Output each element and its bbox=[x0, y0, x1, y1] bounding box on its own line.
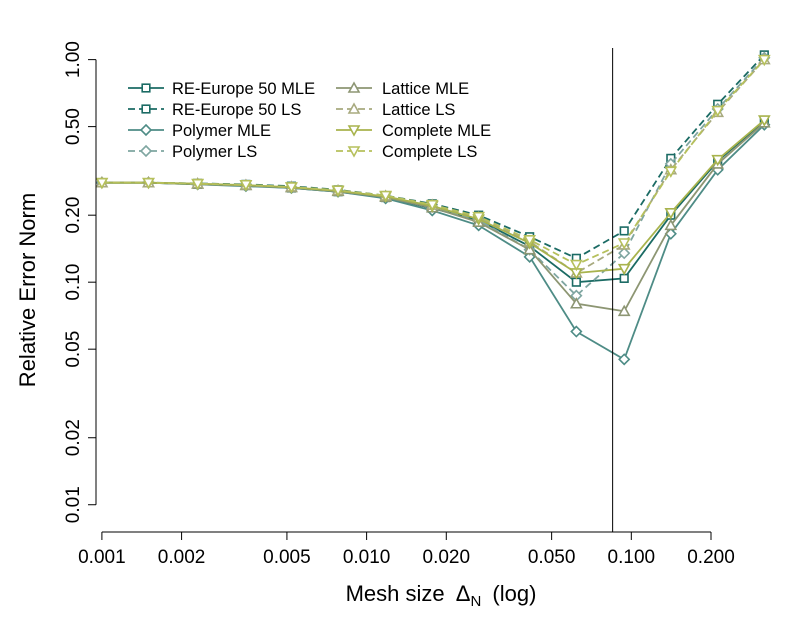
y-tick-label: 0.50 bbox=[63, 108, 84, 145]
data-point bbox=[331, 185, 345, 197]
y-tick-label: 0.02 bbox=[63, 419, 84, 456]
legend-marker bbox=[139, 144, 153, 158]
legend-item: Complete LS bbox=[336, 143, 477, 161]
x-tick-label: 0.002 bbox=[158, 547, 206, 568]
data-point bbox=[757, 115, 771, 127]
legend-marker bbox=[347, 146, 361, 158]
y-tick-label: 0.01 bbox=[63, 486, 84, 523]
legend-label: Lattice LS bbox=[382, 101, 455, 119]
legend-label: RE-Europe 50 LS bbox=[172, 101, 301, 119]
legend-item: Complete MLE bbox=[336, 122, 491, 140]
x-tick-label: 0.020 bbox=[423, 547, 471, 568]
data-point bbox=[664, 207, 678, 220]
y-axis-label: Relative Error Norm bbox=[15, 193, 40, 387]
data-point bbox=[472, 211, 486, 224]
data-point bbox=[425, 199, 439, 212]
legend-label: Lattice MLE bbox=[382, 80, 469, 98]
data-point bbox=[618, 353, 631, 366]
data-point bbox=[619, 273, 629, 283]
series-group bbox=[95, 50, 771, 366]
legend-label: Polymer MLE bbox=[172, 122, 271, 140]
x-axis-label-text: Mesh size bbox=[346, 581, 445, 606]
legend-label: Complete LS bbox=[382, 143, 477, 161]
data-point bbox=[711, 105, 725, 118]
legend-item: Lattice LS bbox=[336, 101, 455, 119]
data-point bbox=[191, 178, 205, 191]
data-point bbox=[617, 304, 631, 317]
series-complete-ls bbox=[95, 54, 771, 272]
data-point bbox=[757, 54, 771, 67]
data-point bbox=[619, 226, 629, 236]
data-point bbox=[569, 297, 583, 309]
x-tick-label: 0.001 bbox=[78, 547, 126, 568]
data-point bbox=[570, 325, 583, 338]
legend-marker bbox=[347, 102, 361, 114]
y-tick-label: 0.10 bbox=[63, 264, 84, 301]
x-axis-label-symbol: Δ bbox=[456, 581, 471, 606]
data-point bbox=[569, 259, 583, 272]
legend-label: Polymer LS bbox=[172, 143, 257, 161]
data-point bbox=[239, 179, 253, 192]
x-tick-label: 0.005 bbox=[263, 547, 311, 568]
legend-marker bbox=[141, 83, 151, 93]
legend-item: Polymer MLE bbox=[128, 122, 271, 140]
legend-item: Polymer LS bbox=[128, 143, 257, 161]
legend-marker bbox=[347, 81, 361, 93]
legend-marker bbox=[141, 104, 151, 114]
data-point bbox=[711, 154, 725, 167]
data-point bbox=[617, 263, 631, 276]
data-point bbox=[617, 238, 631, 250]
y-tick-label: 0.05 bbox=[63, 331, 84, 368]
legend-item: RE-Europe 50 MLE bbox=[128, 80, 315, 98]
legend: RE-Europe 50 MLE RE-Europe 50 LS Polymer M… bbox=[128, 80, 491, 161]
x-tick-label: 0.010 bbox=[343, 547, 391, 568]
legend-label: Complete MLE bbox=[382, 122, 491, 140]
data-point bbox=[664, 166, 678, 178]
legend-marker bbox=[347, 125, 361, 137]
data-point bbox=[285, 182, 298, 194]
x-tick-label: 0.050 bbox=[528, 547, 576, 568]
legend-marker bbox=[139, 123, 153, 137]
x-axis-label-suffix: (log) bbox=[492, 581, 536, 606]
legend-item: Lattice MLE bbox=[336, 80, 469, 98]
x-tick-label: 0.200 bbox=[687, 547, 735, 568]
series-complete-mle bbox=[95, 115, 771, 280]
legend-item: RE-Europe 50 LS bbox=[128, 101, 301, 119]
data-point bbox=[379, 190, 392, 203]
x-tick-label: 0.100 bbox=[608, 547, 656, 568]
y-tick-label: 0.20 bbox=[63, 197, 84, 234]
x-axis-label-subscript: N bbox=[470, 593, 481, 610]
data-point bbox=[142, 177, 155, 190]
data-point bbox=[618, 247, 631, 260]
x-axis-label: Mesh size ΔN (log) bbox=[346, 581, 537, 611]
axes: 0.01 0.02 0.05 0.10 0.20 0.50 1.00 0.001 0.002 0.… bbox=[63, 41, 735, 568]
legend-label: RE-Europe 50 MLE bbox=[172, 80, 315, 98]
data-point bbox=[95, 177, 109, 190]
y-tick-label: 1.00 bbox=[63, 41, 84, 78]
data-point bbox=[523, 235, 537, 247]
data-point bbox=[664, 218, 678, 231]
